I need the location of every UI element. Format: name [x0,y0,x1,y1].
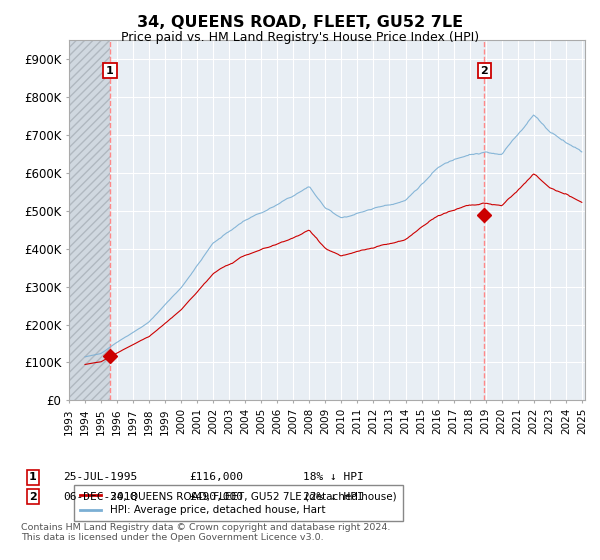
Text: 22% ↓ HPI: 22% ↓ HPI [303,492,364,502]
Text: 18% ↓ HPI: 18% ↓ HPI [303,472,364,482]
Text: 06-DEC-2018: 06-DEC-2018 [63,492,137,502]
Text: 25-JUL-1995: 25-JUL-1995 [63,472,137,482]
Text: Price paid vs. HM Land Registry's House Price Index (HPI): Price paid vs. HM Land Registry's House … [121,31,479,44]
Text: Contains HM Land Registry data © Crown copyright and database right 2024.
This d: Contains HM Land Registry data © Crown c… [21,523,391,543]
Text: £490,000: £490,000 [189,492,243,502]
Text: 2: 2 [481,66,488,76]
Text: £116,000: £116,000 [189,472,243,482]
Text: 1: 1 [106,66,114,76]
Text: 34, QUEENS ROAD, FLEET, GU52 7LE: 34, QUEENS ROAD, FLEET, GU52 7LE [137,15,463,30]
Text: 2: 2 [29,492,37,502]
Legend: 34, QUEENS ROAD, FLEET, GU52 7LE (detached house), HPI: Average price, detached : 34, QUEENS ROAD, FLEET, GU52 7LE (detach… [74,485,403,521]
Bar [69,40,110,400]
Text: 1: 1 [29,472,37,482]
